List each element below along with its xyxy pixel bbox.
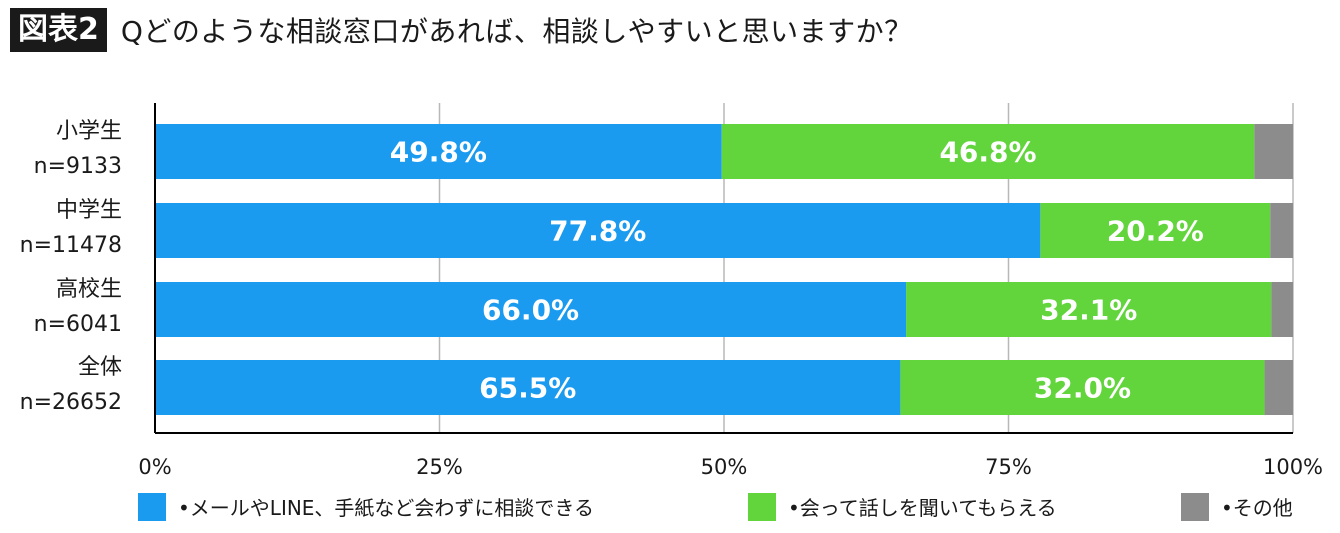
legend-label-series-2: •会って話しを聞いてもらえる xyxy=(788,496,1057,520)
legend-swatch-series-2 xyxy=(748,492,776,521)
category-label-4: 全体 xyxy=(78,355,122,380)
category-label-1: 小学生 xyxy=(56,119,122,144)
category-n-label-2: n=11478 xyxy=(20,233,122,258)
bar-2-series-2 xyxy=(1040,203,1271,258)
legend-item-series-2: •会って話しを聞いてもらえる xyxy=(748,492,1057,521)
bar-2-series-3 xyxy=(1270,203,1293,258)
data-label-3-series-1: 66.0% xyxy=(482,294,579,327)
bar-4-series-2 xyxy=(900,360,1265,415)
legend-label-series-3: •その他 xyxy=(1221,496,1293,520)
data-label-1-series-1: 49.8% xyxy=(390,136,487,169)
category-label-3: 高校生 xyxy=(56,277,122,302)
bar-2-series-1 xyxy=(155,203,1041,258)
data-label-4-series-2: 32.0% xyxy=(1034,372,1131,405)
data-label-2-series-2: 20.2% xyxy=(1107,215,1204,248)
category-n-label-1: n=9133 xyxy=(34,154,122,179)
bar-3-series-3 xyxy=(1271,282,1293,337)
legend-swatch-series-3 xyxy=(1181,492,1209,521)
figure-label: 図表2 xyxy=(10,8,107,52)
legend-item-series-3: •その他 xyxy=(1181,492,1293,521)
x-tick-label-0: 0% xyxy=(138,455,171,479)
bar-1-series-2 xyxy=(721,124,1255,179)
category-n-label-4: n=26652 xyxy=(20,390,122,415)
bar-3-series-2 xyxy=(906,282,1272,337)
data-label-1-series-2: 46.8% xyxy=(939,136,1036,169)
x-tick-label-2: 50% xyxy=(701,455,748,479)
bar-1-series-3 xyxy=(1254,124,1293,179)
category-label-2: 中学生 xyxy=(56,198,122,223)
legend-item-series-1: •メールやLINE、手紙など会わずに相談できる xyxy=(138,492,594,521)
legend-label-series-1: •メールやLINE、手紙など会わずに相談できる xyxy=(178,496,595,520)
bar-4-series-1 xyxy=(155,360,901,415)
x-tick-label-4: 100% xyxy=(1263,455,1323,479)
bar-3-series-1 xyxy=(155,282,907,337)
x-tick-label-1: 25% xyxy=(416,455,463,479)
category-n-label-3: n=6041 xyxy=(34,312,122,337)
legend-swatch-series-1 xyxy=(138,492,166,521)
chart-title: Qどのような相談窓口があれば、相談しやすいと思いますか？ xyxy=(120,15,913,48)
chart-legend: •メールやLINE、手紙など会わずに相談できる •会って話しを聞いてもらえる •… xyxy=(0,488,1340,528)
bar-1-series-1 xyxy=(155,124,722,179)
stacked-bar-chart: 0% 25% 50% 75% 100% 49.8% 46.8% 小学生 n=9133 77.8% 2… xyxy=(20,103,1323,479)
data-label-4-series-1: 65.5% xyxy=(479,372,576,405)
x-tick-label-3: 75% xyxy=(985,455,1032,479)
chart-header: 図表2 Qどのような相談窓口があれば、相談しやすいと思いますか？ xyxy=(10,8,913,52)
bar-4-series-3 xyxy=(1264,360,1293,415)
data-label-3-series-2: 32.1% xyxy=(1040,294,1137,327)
data-label-2-series-1: 77.8% xyxy=(549,215,646,248)
